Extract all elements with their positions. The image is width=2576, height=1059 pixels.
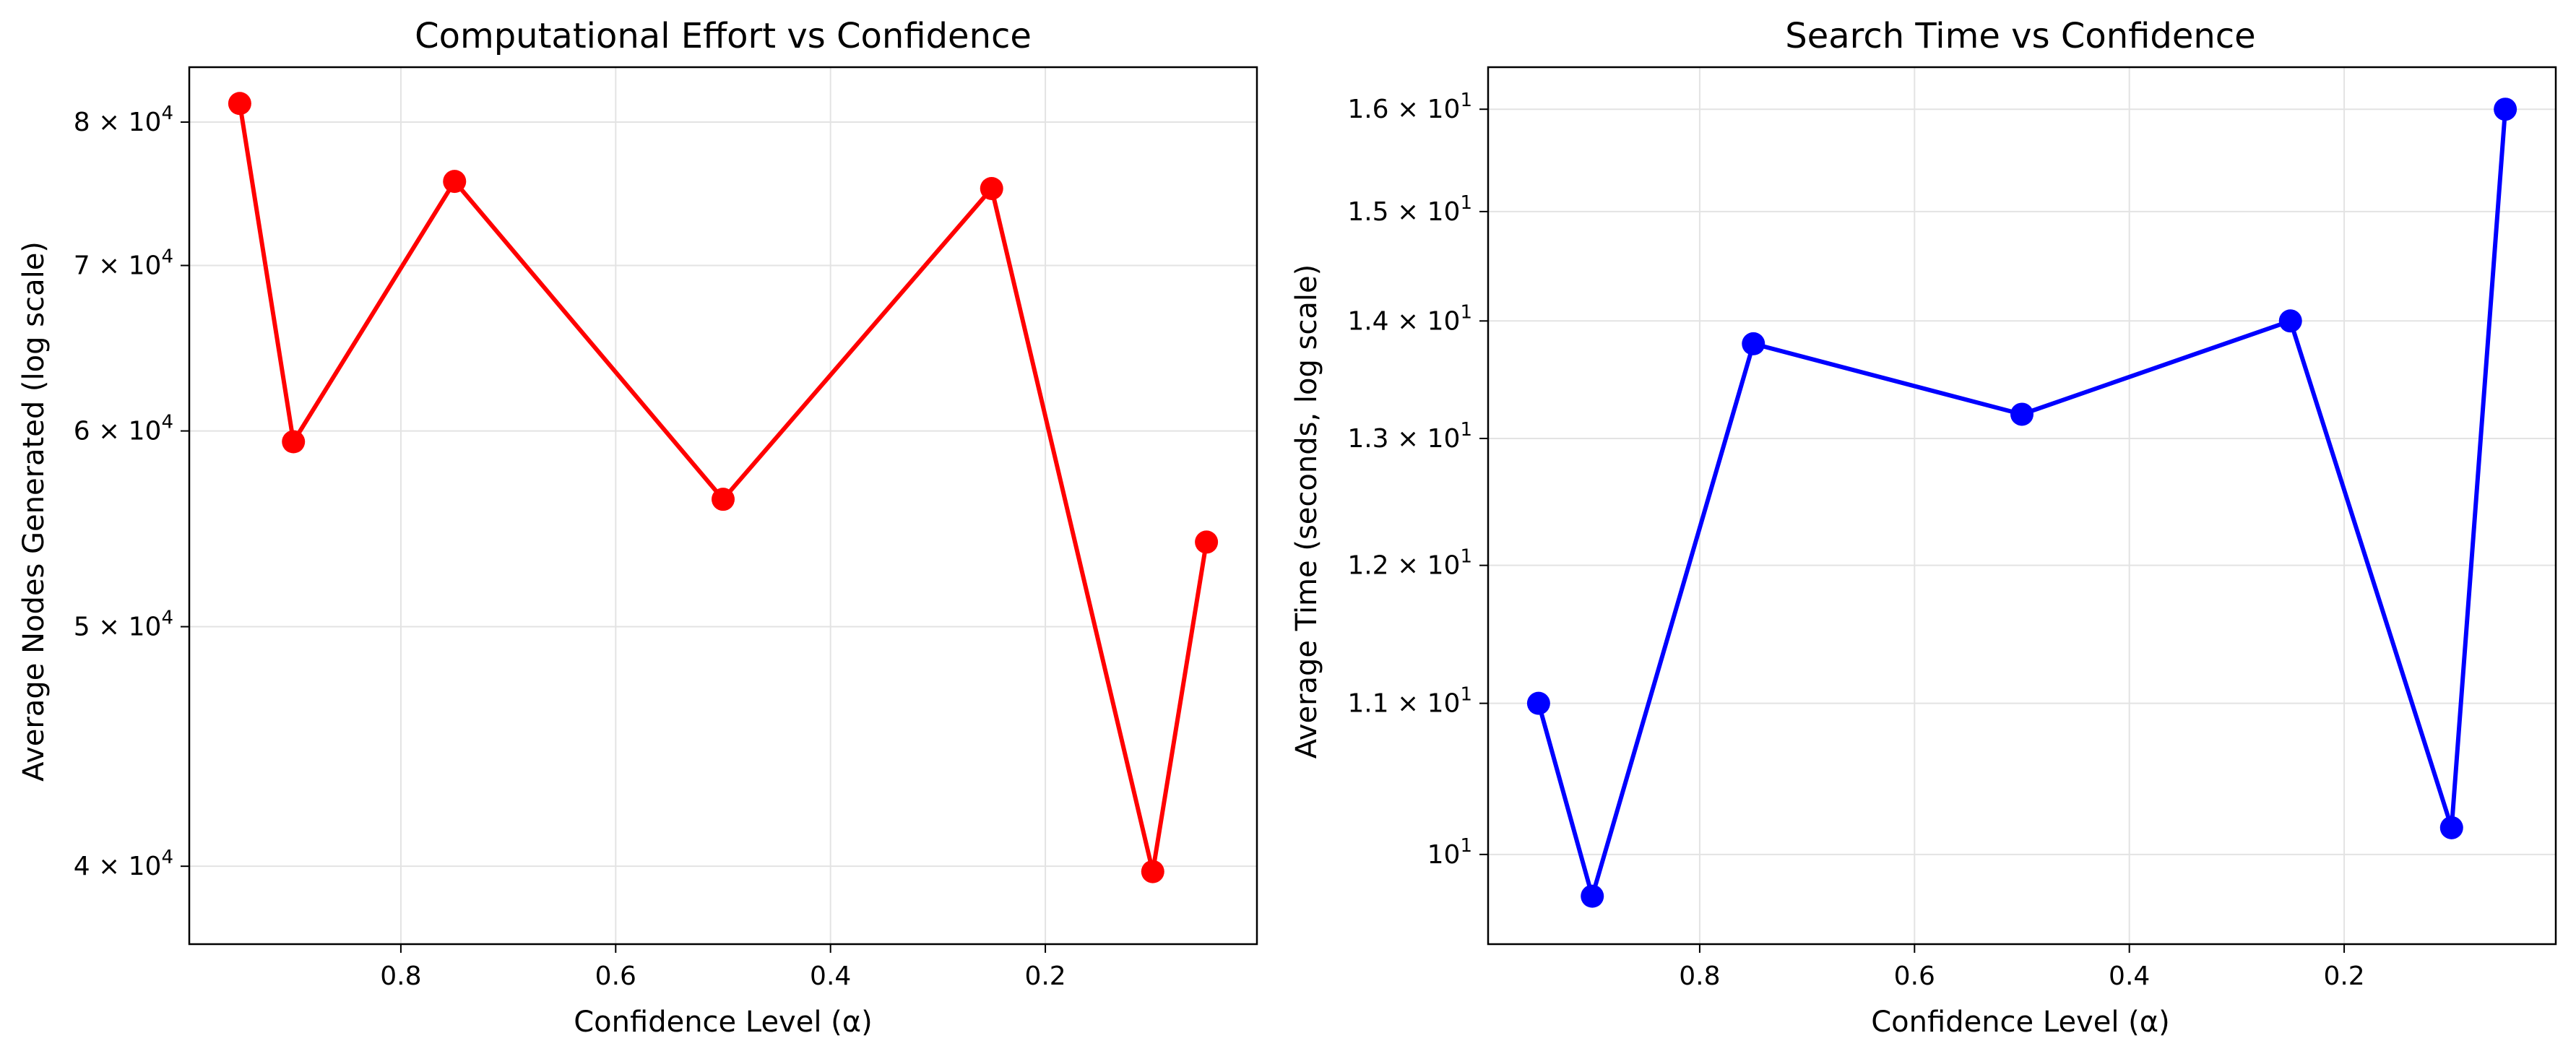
y-tick-label: 1.3 × 101 bbox=[1347, 419, 1472, 454]
data-point bbox=[1526, 691, 1550, 715]
data-point bbox=[228, 92, 251, 116]
y-axis-title: Average Time (seconds, log scale) bbox=[1290, 264, 1323, 758]
data-point bbox=[1141, 860, 1164, 883]
y-tick-label: 5 × 104 bbox=[74, 608, 173, 642]
x-tick-label: 0.8 bbox=[1679, 961, 1720, 991]
data-point bbox=[2278, 309, 2302, 333]
y-tick-label: 1.1 × 101 bbox=[1347, 684, 1472, 719]
x-axis-title: Confidence Level (α) bbox=[1871, 1006, 2170, 1039]
panel-search-time: Search Time vs Confidence Confidence Lev… bbox=[1290, 16, 2557, 1039]
x-tick-label: 0.6 bbox=[595, 961, 636, 991]
data-point bbox=[1742, 332, 1765, 355]
axes-frame bbox=[188, 66, 1258, 946]
data-point bbox=[443, 170, 467, 194]
x-tick-label: 0.2 bbox=[1024, 961, 1066, 991]
x-tick-label: 0.8 bbox=[380, 961, 421, 991]
plot-area: 0.8 0.6 0.4 0.2 4 × 104 5 × 104 6 × 104 7 × 104… bbox=[74, 66, 1258, 991]
x-tick-label: 0.6 bbox=[1894, 961, 1935, 991]
chart-title: Computational Effort vs Confidence bbox=[415, 16, 1032, 56]
x-axis-title: Confidence Level (α) bbox=[574, 1006, 873, 1039]
chart-title: Search Time vs Confidence bbox=[1785, 16, 2255, 56]
axes-frame bbox=[1487, 66, 2557, 946]
y-tick-label: 8 × 104 bbox=[74, 103, 173, 137]
data-point bbox=[1195, 530, 1219, 554]
series-line bbox=[1536, 108, 2508, 899]
y-tick-label: 1.2 × 101 bbox=[1347, 546, 1472, 581]
y-tick-label: 101 bbox=[1427, 835, 1472, 870]
y-tick-label: 7 × 104 bbox=[74, 246, 173, 280]
y-tick-label: 1.4 × 101 bbox=[1347, 301, 1472, 336]
plot-area: 0.8 0.6 0.4 0.2 101 1.1 × 101 1.2 × 101 1.3 × 1… bbox=[1347, 66, 2557, 991]
panel-computational-effort: Computational Effort vs Confidence Confi… bbox=[17, 16, 1258, 1039]
y-axis-title: Average Nodes Generated (log scale) bbox=[17, 241, 51, 782]
x-tick-label: 0.2 bbox=[2323, 961, 2364, 991]
data-point bbox=[1581, 884, 1604, 908]
data-point bbox=[282, 430, 306, 454]
y-tick-label: 6 × 104 bbox=[74, 412, 173, 446]
data-point bbox=[2439, 816, 2463, 839]
data-point bbox=[980, 176, 1003, 200]
series-line bbox=[237, 103, 1209, 874]
data-point bbox=[2494, 98, 2517, 121]
y-tick-label: 1.6 × 101 bbox=[1347, 90, 1472, 124]
x-tick-label: 0.4 bbox=[810, 961, 851, 991]
data-point bbox=[712, 488, 735, 511]
x-tick-label: 0.4 bbox=[2109, 961, 2150, 991]
data-point bbox=[2010, 402, 2033, 426]
y-tick-label: 1.5 × 101 bbox=[1347, 192, 1472, 227]
y-tick-label: 4 × 104 bbox=[74, 847, 173, 881]
